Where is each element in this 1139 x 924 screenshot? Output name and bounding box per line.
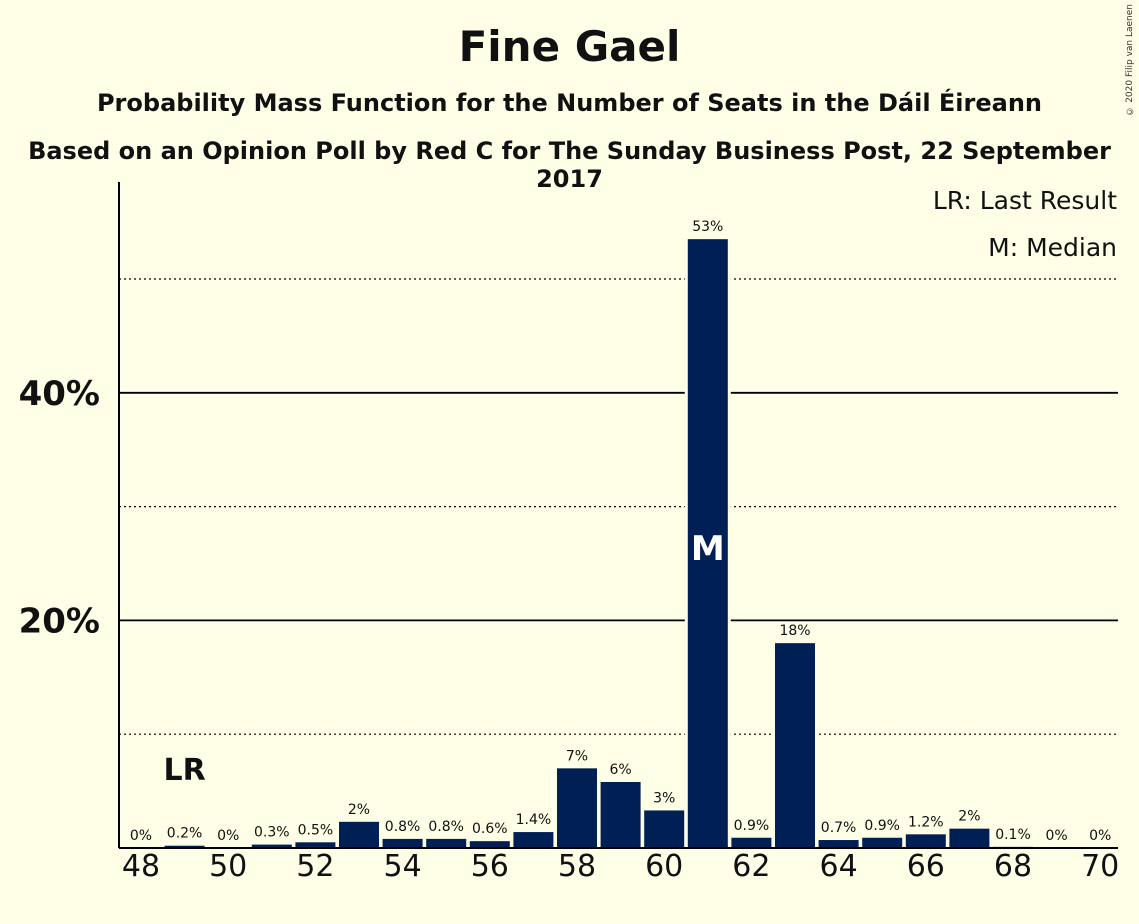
bar (426, 838, 467, 848)
bar-value-label: 0% (1089, 828, 1111, 844)
bar-value-label: 6% (609, 762, 631, 778)
last-result-marker: LR (163, 753, 205, 788)
bar (775, 643, 815, 848)
chart-subtitle: Probability Mass Function for the Number… (96, 89, 1043, 117)
bar-value-label: 53% (692, 219, 723, 235)
bar (382, 838, 423, 848)
bar (949, 828, 990, 848)
bar (905, 834, 946, 848)
bar (251, 844, 292, 848)
x-tick-label: 48 (122, 849, 160, 884)
bar (164, 845, 205, 848)
bar (295, 842, 336, 848)
bar (339, 821, 379, 848)
bar (557, 768, 597, 848)
bar-value-label: 0.7% (821, 820, 857, 836)
legend-median: M: Median (988, 233, 1117, 262)
bar (862, 837, 903, 848)
chart-title: Fine Gael (458, 22, 681, 71)
bar-value-label: 0.3% (254, 825, 290, 841)
median-marker: M (691, 529, 725, 569)
bar-value-label: 0.6% (472, 821, 508, 837)
bar-value-label: 1.4% (516, 812, 552, 828)
y-tick-label: 20% (19, 601, 100, 641)
bar-value-label: 1.2% (908, 814, 944, 830)
bar-gap (161, 842, 208, 848)
bar-value-label: 0% (130, 828, 152, 844)
bar-value-label: 0.9% (864, 818, 900, 834)
x-tick-label: 66 (907, 849, 945, 884)
bar-gap (990, 843, 1036, 848)
bar-value-label: 0% (217, 828, 239, 844)
bar (469, 841, 510, 848)
bar (600, 781, 641, 848)
bar-value-label: 0.8% (385, 819, 421, 835)
bar-value-label: 0.9% (734, 818, 770, 834)
x-tick-label: 58 (558, 849, 596, 884)
bar-value-label: 0.8% (428, 819, 464, 835)
bar-value-label: 2% (348, 802, 370, 818)
bar (818, 840, 859, 848)
bar-value-label: 3% (653, 790, 675, 806)
x-tick-label: 68 (994, 849, 1032, 884)
bar (644, 810, 685, 848)
bar (513, 832, 554, 848)
bar-value-label: 2% (958, 809, 980, 825)
bar-value-label: 18% (779, 623, 810, 639)
x-tick-label: 64 (820, 849, 858, 884)
bar-value-label: 0.2% (167, 826, 203, 842)
x-tick-label: 56 (471, 849, 509, 884)
chart-source: Based on an Opinion Poll by Red C for Th… (28, 137, 1111, 193)
x-tick-label: 52 (296, 849, 334, 884)
x-tick-label: 70 (1081, 849, 1119, 884)
bar (731, 837, 772, 848)
legend-last-result: LR: Last Result (933, 186, 1117, 215)
bar-value-label: 0.1% (995, 827, 1031, 843)
bar-value-label: 0% (1045, 828, 1067, 844)
x-tick-label: 62 (732, 849, 770, 884)
x-tick-label: 60 (645, 849, 683, 884)
x-tick-label: 50 (209, 849, 247, 884)
bar-value-label: 7% (566, 748, 588, 764)
y-tick-label: 40% (19, 374, 100, 414)
x-tick-label: 54 (384, 849, 422, 884)
bar (687, 239, 728, 849)
bar-value-label: 0.5% (298, 822, 334, 838)
